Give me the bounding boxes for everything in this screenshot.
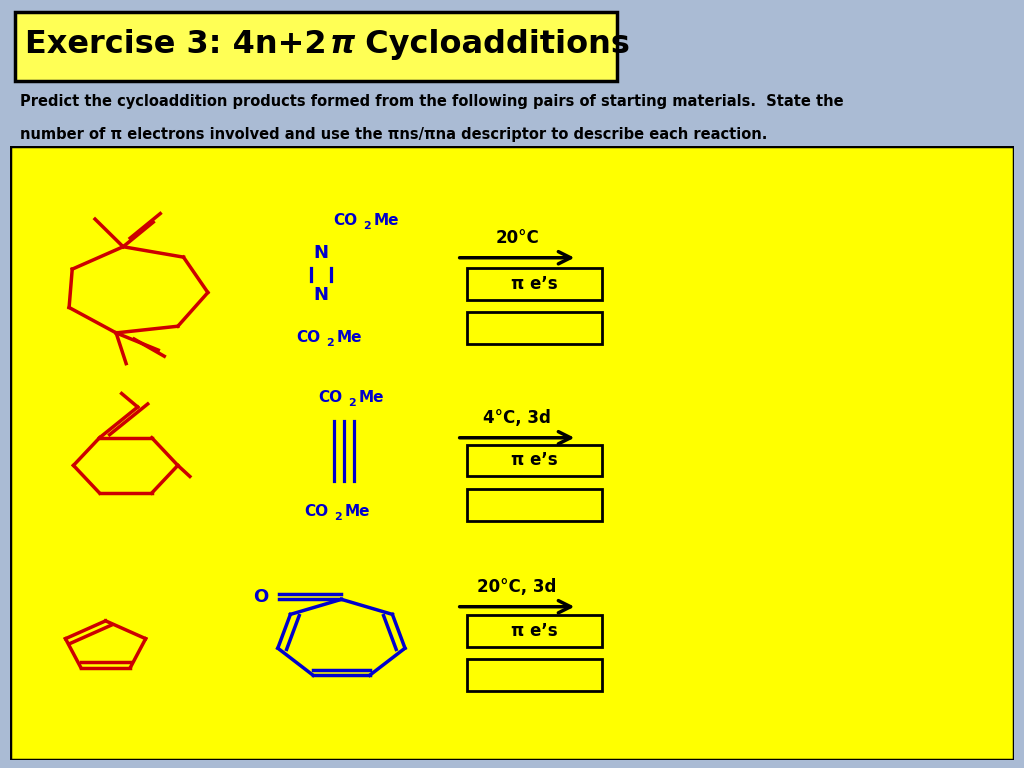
Text: CO: CO	[318, 390, 342, 406]
Bar	[15, 12, 617, 81]
Text: π e’s: π e’s	[511, 274, 558, 293]
Text: Me: Me	[358, 390, 384, 406]
Text: 4°C, 3d: 4°C, 3d	[483, 409, 551, 427]
Bar	[467, 659, 602, 691]
Text: Me: Me	[344, 504, 370, 519]
Text: 20°C: 20°C	[496, 229, 539, 247]
Text: N: N	[313, 286, 329, 303]
Text: Exercise 3: 4n+2: Exercise 3: 4n+2	[26, 29, 338, 60]
Text: number of π electrons involved and use the πns/πna descriptor to describe each r: number of π electrons involved and use t…	[20, 127, 768, 142]
Text: Predict the cycloaddition products formed from the following pairs of starting m: Predict the cycloaddition products forme…	[20, 94, 844, 109]
Text: 2: 2	[364, 221, 372, 231]
Bar	[467, 267, 602, 300]
Bar	[467, 312, 602, 344]
Text: CO: CO	[296, 330, 321, 345]
Text: Cycloadditions: Cycloadditions	[354, 29, 631, 60]
Text: Me: Me	[336, 330, 361, 345]
Text: 2: 2	[335, 512, 342, 522]
Text: CO: CO	[304, 504, 329, 519]
Text: 2: 2	[327, 338, 334, 348]
Text: Me: Me	[374, 214, 399, 228]
Text: π e’s: π e’s	[511, 452, 558, 469]
Text: N: N	[313, 244, 329, 263]
Text: π e’s: π e’s	[511, 621, 558, 640]
Text: 2: 2	[348, 399, 356, 409]
Text: 20°C, 3d: 20°C, 3d	[477, 578, 557, 596]
Text: π: π	[330, 29, 354, 60]
Bar	[467, 488, 602, 521]
Text: O: O	[254, 588, 268, 606]
Bar	[467, 614, 602, 647]
Text: CO: CO	[334, 214, 357, 228]
Bar	[467, 445, 602, 476]
